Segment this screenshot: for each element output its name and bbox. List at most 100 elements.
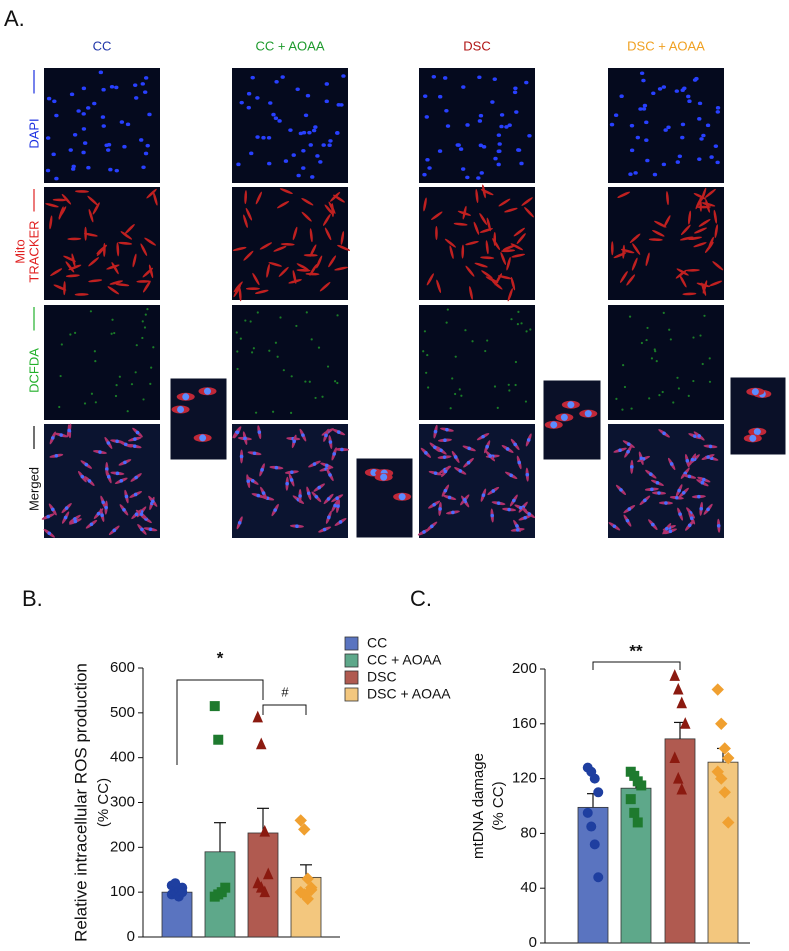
mitochondria xyxy=(491,280,503,290)
ros-signal xyxy=(249,320,252,323)
ros-signal xyxy=(687,394,690,397)
nucleus xyxy=(507,123,512,128)
nucleus xyxy=(250,75,255,80)
ros-signal xyxy=(59,374,62,378)
legend-swatch xyxy=(344,636,359,651)
nucleus xyxy=(664,501,668,505)
nucleus xyxy=(715,110,721,114)
ros-signal xyxy=(282,369,285,372)
mitochondria xyxy=(473,221,480,235)
row-label: Merged xyxy=(26,467,41,511)
mitochondria xyxy=(106,264,120,270)
mitochondria xyxy=(632,243,641,255)
nucleus xyxy=(443,488,448,493)
nucleus xyxy=(527,133,532,138)
nucleus xyxy=(626,442,631,446)
nucleus xyxy=(98,450,102,454)
ros-signal xyxy=(662,311,665,314)
nucleus xyxy=(50,507,55,512)
mitochondria xyxy=(118,241,133,245)
mitochondria xyxy=(423,197,427,212)
nucleus xyxy=(451,510,455,515)
mitochondria xyxy=(144,237,157,246)
micrograph xyxy=(608,187,724,300)
mitochondria xyxy=(120,231,133,240)
nucleus xyxy=(708,444,713,449)
ros-signal xyxy=(661,390,664,394)
nucleus xyxy=(644,138,649,143)
micrograph xyxy=(44,68,160,183)
mitochondria xyxy=(704,241,714,254)
nucleus xyxy=(285,481,289,486)
nucleus xyxy=(72,132,78,137)
nucleus xyxy=(108,167,113,172)
mitochondria xyxy=(713,209,718,224)
mitochondria xyxy=(288,279,302,284)
ros-signal xyxy=(317,346,321,349)
nucleus xyxy=(328,473,332,477)
micrograph xyxy=(41,423,160,538)
nucleus xyxy=(643,498,647,503)
data-point xyxy=(213,889,224,900)
mitochondria xyxy=(301,211,312,222)
nucleus xyxy=(701,133,706,138)
ros-signal xyxy=(701,362,704,366)
mitochondria xyxy=(63,281,66,296)
nucleus xyxy=(306,491,311,496)
ros-signal xyxy=(236,350,239,353)
mitochondria xyxy=(714,224,718,239)
nucleus xyxy=(627,507,632,511)
nucleus xyxy=(301,130,307,135)
nucleus xyxy=(45,168,51,173)
nucleus xyxy=(147,112,152,117)
mitochondria xyxy=(278,266,289,277)
nucleus xyxy=(340,447,344,452)
mitochondria xyxy=(84,226,87,241)
legend-label: CC + AOAA xyxy=(367,652,442,668)
data-point xyxy=(625,794,636,805)
nucleus xyxy=(692,434,697,438)
legend-label: DSC xyxy=(367,669,397,685)
nucleus xyxy=(63,515,68,520)
nucleus xyxy=(335,496,339,501)
nucleus xyxy=(71,164,76,169)
nucleus xyxy=(584,410,592,418)
nucleus xyxy=(277,119,282,123)
nucleus xyxy=(239,454,244,459)
nucleus xyxy=(567,401,575,409)
nucleus xyxy=(246,105,251,110)
mitochondria xyxy=(704,188,716,198)
nucleus xyxy=(322,527,327,532)
mitochondria xyxy=(688,236,702,241)
nucleus xyxy=(105,467,109,471)
ros-signal xyxy=(279,316,282,319)
nucleus xyxy=(273,116,279,121)
data-point xyxy=(170,878,181,889)
nucleus xyxy=(753,428,761,436)
nucleus xyxy=(246,479,251,483)
column-header: DSC + AOAA xyxy=(627,38,705,53)
mitochondria xyxy=(329,191,341,202)
mitochondria xyxy=(45,203,59,208)
nucleus xyxy=(89,522,94,527)
data-point xyxy=(259,885,271,898)
mitochondria xyxy=(492,238,501,251)
nucleus xyxy=(467,446,471,451)
ros-signal xyxy=(336,314,339,317)
nucleus xyxy=(115,471,120,476)
nucleus xyxy=(59,433,63,437)
nucleus xyxy=(328,139,333,143)
ros-signal xyxy=(640,341,643,345)
nucleus xyxy=(666,125,671,130)
nucleus xyxy=(301,433,305,437)
nucleus xyxy=(76,109,81,113)
nucleus xyxy=(332,452,336,456)
data-point xyxy=(209,701,220,712)
ros-signal xyxy=(135,344,138,347)
ros-signal xyxy=(60,343,63,346)
mitochondria xyxy=(695,196,703,210)
mitochondria xyxy=(273,245,287,252)
nucleus xyxy=(641,107,647,111)
nucleus xyxy=(668,529,673,534)
mitochondria xyxy=(337,244,351,251)
